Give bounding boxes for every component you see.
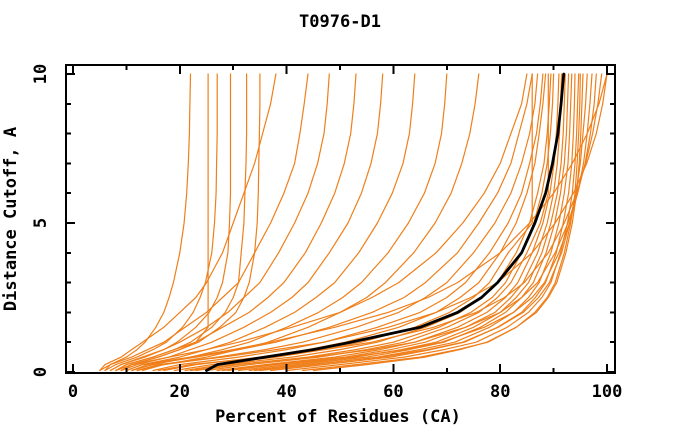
model-curve-m06 [173,73,533,372]
y-axis-title: Distance Cutoff, A [1,127,21,311]
y-tick-label: 10 [31,64,51,84]
y-tick-label: 0 [31,367,51,377]
reference-curve [205,72,566,372]
model-curve-m02 [131,73,533,372]
model-curve-m26 [104,73,309,372]
model-curve-m35 [104,73,218,372]
model-curve-m04 [152,73,544,372]
model-curve-m14 [259,73,573,372]
x-tick-label: 60 [383,382,403,402]
model-curve-m01 [120,73,528,372]
chart-title: T0976-D1 [299,12,381,32]
model-curve-m18 [254,73,588,372]
x-tick-label: 0 [68,382,78,402]
model-curve-m38 [120,73,261,372]
model-curve-m11 [227,73,563,372]
model-curve-m16 [286,73,580,372]
model-curve-m37 [115,73,248,372]
x-tick-label: 40 [276,382,296,402]
model-curve-m31 [131,73,448,372]
model-curve-m15 [270,73,576,372]
model-curve-m24 [312,73,581,372]
x-tick-label: 100 [592,382,623,402]
x-tick-label: 20 [170,382,190,402]
y-tick-label: 5 [31,218,51,228]
model-curve-m03 [141,73,539,372]
model-curve-m32 [136,73,480,372]
model-curve-m23 [125,73,608,372]
tick-labels: 0 20 40 60 80 100 0 5 10 [31,64,622,402]
model-curve-m13 [248,73,570,372]
x-tick-label: 80 [490,382,510,402]
axis-frame-and-ticks [65,64,616,374]
model-curves [99,72,608,372]
model-curve-m36 [109,73,232,372]
model-curve-m34 [115,73,209,372]
model-curve-m07 [184,73,552,372]
model-curve-m20 [189,73,597,372]
model-curve-m33 [99,73,192,372]
model-curve-m28 [115,73,357,372]
model-curve-m30 [125,73,416,372]
x-axis-title: Percent of Residues (CA) [215,407,461,427]
model-curve-m19 [221,73,593,372]
model-curve-m29 [120,73,384,372]
model-curve-m22 [136,73,608,372]
